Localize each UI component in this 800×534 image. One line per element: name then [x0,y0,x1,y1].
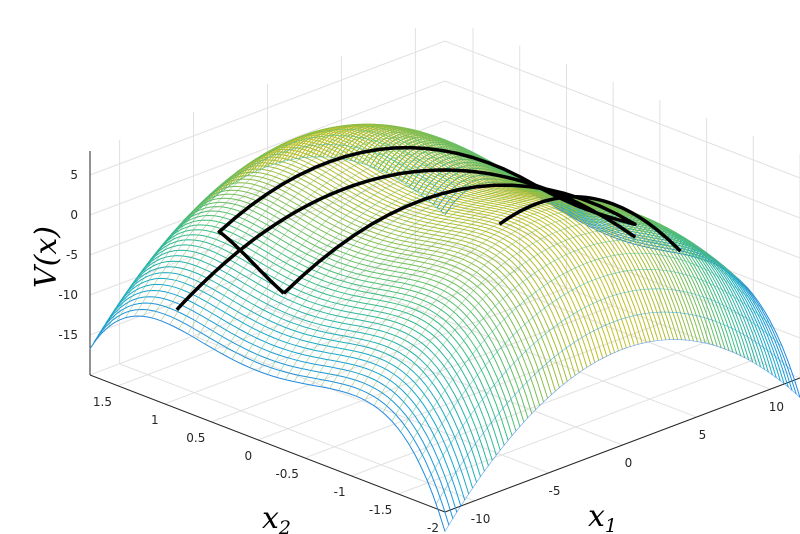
outer-separatrix-curve-lower [498,195,682,253]
surface-mesh-line [329,196,685,389]
x2-tick-label: 0.5 [186,431,205,445]
grid-line-x2 [257,81,614,441]
surface-mesh-line [97,302,454,519]
surface-mesh-line [424,164,781,381]
surface-mesh-line [347,200,703,394]
surface-mesh-line [356,204,712,397]
surface-mesh-line [409,252,765,446]
surface-mesh-line [89,156,446,349]
x1-tick-label: 0 [625,456,633,470]
surface-mesh-line [418,268,774,462]
grid-line-z [89,40,800,179]
surface-mesh-line [121,266,478,483]
x1-tick-label: -10 [471,512,491,526]
surface-mesh-line [373,213,730,406]
surface-mesh-line [143,124,499,317]
surface-mesh-line [302,191,659,384]
grid-line-x2 [211,63,567,423]
x2-tick-label: -0.5 [275,467,298,481]
overlay-curves [175,145,682,311]
x1-axis-label: x1 [588,499,617,534]
x2-tick-label: 1.5 [93,395,112,409]
z-tick-label: -10 [58,288,78,302]
x1-axis-line [444,377,800,513]
x2-tick-label: 0 [245,449,253,463]
x2-tick-label: -1 [334,485,346,499]
grid-line-x2 [117,27,474,387]
x2-axis-label: x2 [262,501,291,534]
surface-mesh-line [293,189,650,382]
surface-mesh-line [320,194,676,387]
z-axis-label: V(x) [29,226,64,288]
surface-mesh-line [364,208,721,401]
surface-mesh-line [435,311,792,505]
x2-axis-line [89,374,446,513]
x1-tick-label: 5 [699,428,707,442]
outer-separatrix-curve [175,168,637,311]
surface-mesh-line [128,255,485,472]
surface-mesh-line [125,125,481,318]
surface-mesh-line [116,129,472,322]
tick-labels: 5 0 -5 -10 -15 1.5 1 0.5 0 -0.5 -1 -1.5 -2 -10 -5 0 5 10 [58,168,784,534]
z-tick-label: 0 [70,208,78,222]
x1-tick-label: 10 [769,400,784,414]
grid-line-x1 [340,56,697,418]
grid-line-x2 [351,117,708,477]
x2-tick-label: -1.5 [369,503,392,517]
z-tick-label: -15 [58,328,78,342]
grid-line-z [89,120,800,259]
surface-mesh-line [172,201,529,418]
grid-line-x2 [304,99,661,459]
surface-mesh-line [382,220,739,413]
x2-tick-label: -2 [427,521,439,534]
grid-line-x2 [164,45,521,405]
grid-line-z [89,80,800,219]
surface-mesh-line [98,144,455,337]
grid-line-x1 [119,139,475,502]
z-tick-label: 5 [70,168,78,182]
x2-tick-label: 1 [151,413,159,427]
surface-mesh-line [400,239,756,432]
x1-tick-label: -5 [549,484,561,498]
surface-mesh-line [427,288,783,481]
surface-mesh [89,123,800,532]
surface-mesh-line [391,228,747,422]
grid-line-x2 [398,135,754,495]
z-tick-label: -5 [66,248,78,262]
surface-mesh-line [444,339,800,532]
surface-mesh-line [148,229,505,446]
